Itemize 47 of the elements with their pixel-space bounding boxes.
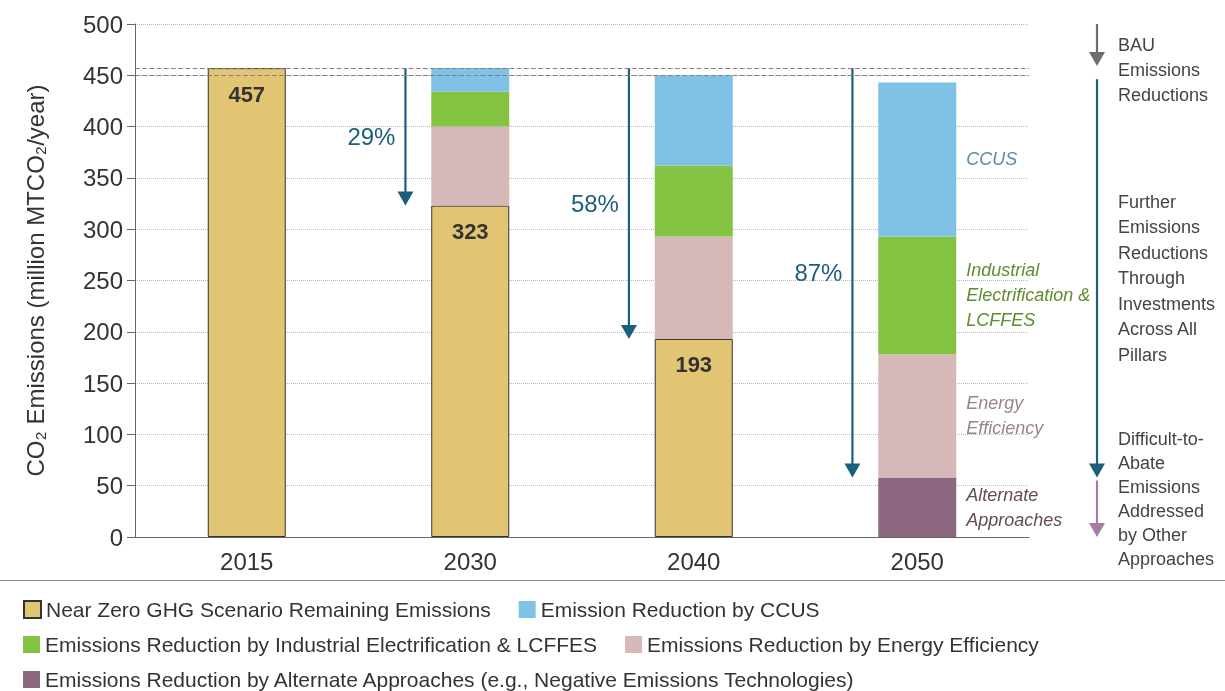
data-label: 323 [451,219,489,245]
data-label: 457 [228,81,266,107]
text: Difficult-to-Abate Emissions Addressed by Other Approaches [1118,429,1215,570]
annotation: Industrial Electrification & LCFFES [966,260,1091,331]
legend-label: Emissions Reduction by Industrial Electrification & LCFFES [45,633,598,656]
annotation: Energy Efficiency [966,393,1045,439]
bar [878,236,957,355]
x-tick-label: 2030 [443,547,497,575]
x-tick-label: 2015 [220,547,274,575]
annotation: 58% [570,190,619,218]
bar [207,68,286,537]
annotation: CCUS [966,149,1018,170]
legend-label: Near Zero GHG Scenario Remaining Emissions [46,598,491,621]
y-tick-label: 300 [82,215,123,243]
text: Further Emissions Reductions Through Investments Across All Pillars [1118,191,1216,365]
y-axis-title: CO₂ Emissions (million MTCO₂/year) [21,84,49,477]
legend-label: Emission Reduction by CCUS [540,598,820,621]
y-tick-label: 100 [82,420,123,448]
annotation: 29% [347,123,396,151]
bar [654,165,733,237]
y-tick-label: 200 [82,318,123,346]
y-tick-label: 0 [109,523,123,551]
y-tick-label: 500 [82,10,123,38]
legend-label: Emissions Reduction by Alternate Approaches (e.g., Negative Emissions Technologies) [45,668,854,691]
y-tick-label: 150 [82,369,123,397]
y-tick-label: 350 [82,164,123,192]
bar [654,75,733,166]
bar [431,91,510,127]
y-tick-label: 450 [82,61,123,89]
bar [878,477,957,537]
y-tick-label: 250 [82,267,123,294]
bar [431,68,510,92]
bar [654,338,733,537]
data-label: 193 [675,352,713,378]
x-tick-label: 2050 [890,547,944,575]
annotation: 87% [794,259,843,287]
bar [878,354,957,478]
legend-label: Emissions Reduction by Energy Efficiency [647,633,1040,656]
text: BAU Emissions Reductions [1118,34,1209,105]
annotation: Alternate Approaches [965,484,1063,530]
x-tick-label: 2040 [667,547,721,575]
y-tick-label: 50 [96,472,123,500]
bar [654,236,733,339]
y-tick-label: 400 [82,113,123,141]
bar [431,205,510,537]
bar [878,82,957,237]
bar [431,126,510,206]
